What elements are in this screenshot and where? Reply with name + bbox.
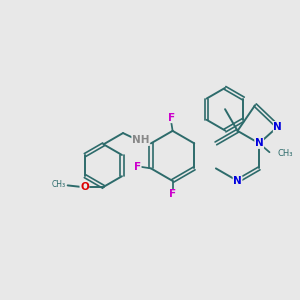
Text: CH₃: CH₃ (52, 180, 66, 189)
Text: F: F (169, 190, 176, 200)
Text: F: F (168, 112, 175, 123)
Text: N: N (273, 122, 282, 132)
Text: N: N (255, 138, 264, 148)
Text: F: F (134, 162, 141, 172)
Text: NH: NH (132, 135, 149, 146)
Text: N: N (233, 176, 242, 186)
Text: O: O (80, 182, 89, 192)
Text: CH₃: CH₃ (278, 149, 293, 158)
